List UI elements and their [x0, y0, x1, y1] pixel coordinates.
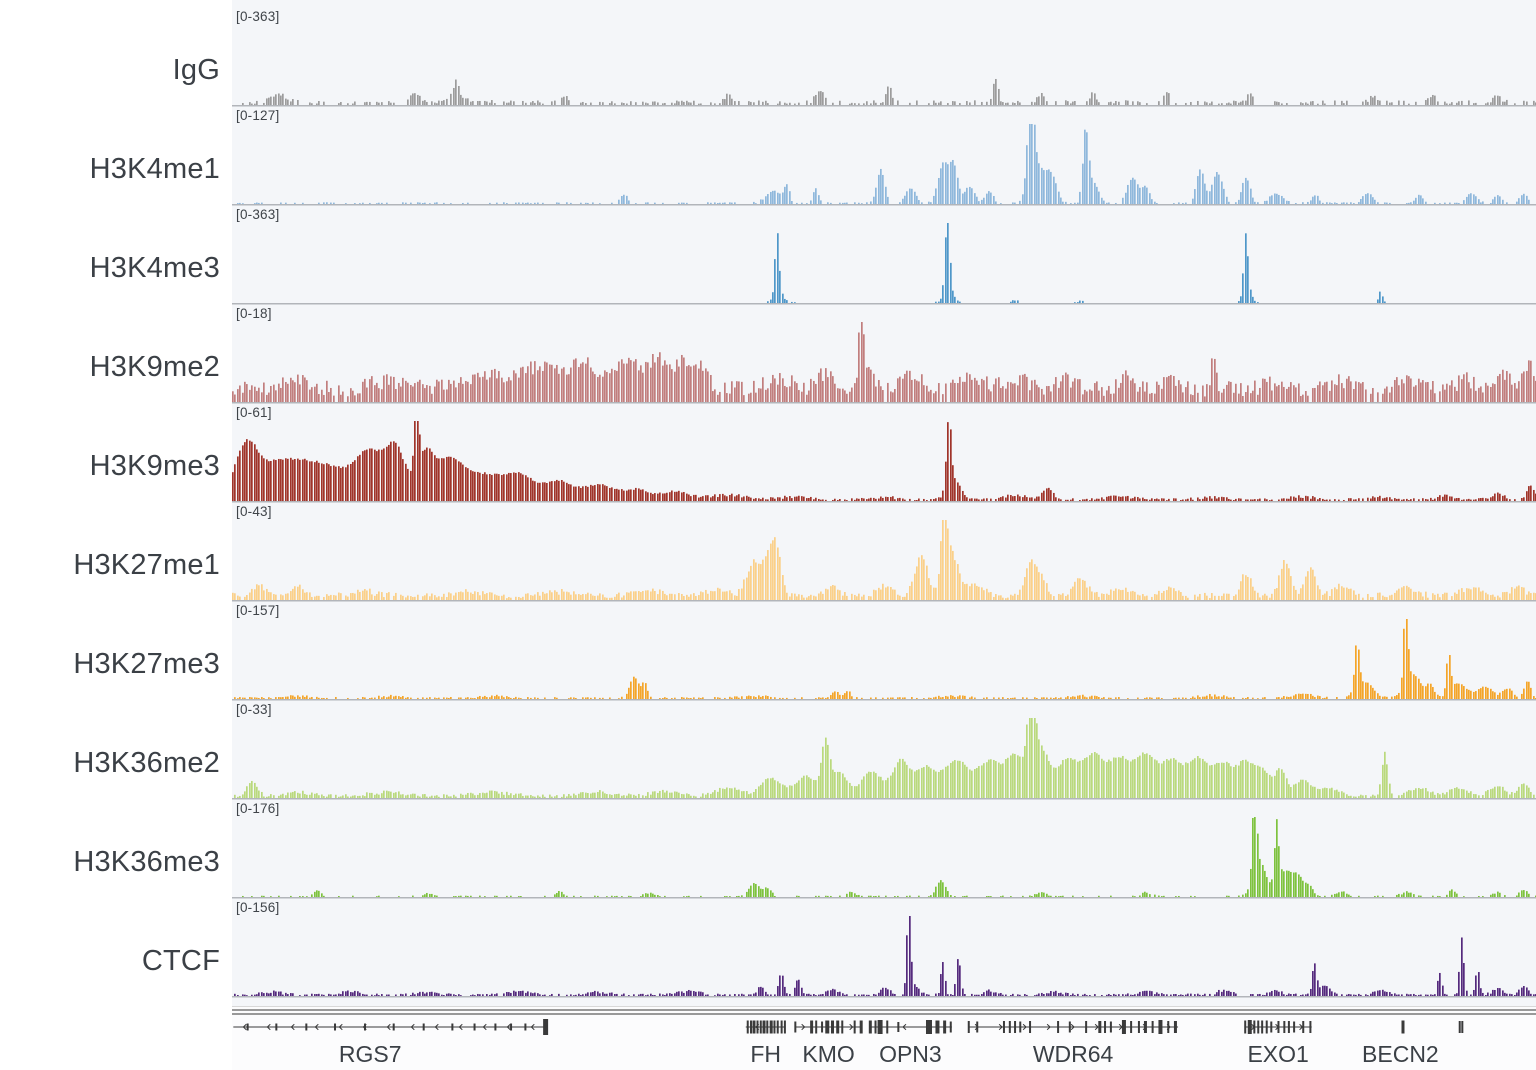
gene-label-becn2: BECN2 — [1362, 1041, 1439, 1067]
track-range-igg: [0-363] — [236, 9, 280, 24]
separator-line — [232, 1009, 1536, 1011]
track-label-h3k36me3[interactable]: H3K36me3 — [73, 846, 220, 878]
gene-label-exo1: EXO1 — [1247, 1041, 1309, 1067]
track-label-h3k27me3[interactable]: H3K27me3 — [73, 648, 220, 680]
track-label-igg[interactable]: IgG — [172, 54, 220, 86]
separator-line — [232, 1013, 1536, 1015]
gene-label-kmo: KMO — [802, 1041, 855, 1067]
separator-line — [232, 1006, 1536, 1007]
gene-label-wdr64: WDR64 — [1032, 1041, 1114, 1067]
gene-label-fh: FH — [750, 1041, 781, 1067]
track-label-h3k4me1[interactable]: H3K4me1 — [89, 153, 220, 185]
track-label-ctcf[interactable]: CTCF — [141, 945, 220, 977]
track-range-h3k27me1: [0-43] — [236, 504, 272, 519]
track-label-h3k9me2[interactable]: H3K9me2 — [89, 351, 220, 383]
gene-label-opn3: OPN3 — [879, 1041, 942, 1067]
gene-track-canvas[interactable] — [232, 1018, 1536, 1048]
track-range-h3k36me2: [0-33] — [236, 702, 272, 717]
track-label-h3k36me2[interactable]: H3K36me2 — [73, 747, 220, 779]
track-range-h3k36me3: [0-176] — [236, 801, 280, 816]
track-range-h3k27me3: [0-157] — [236, 603, 280, 618]
track-label-h3k9me3[interactable]: H3K9me3 — [89, 450, 220, 482]
track-range-h3k4me3: [0-363] — [236, 207, 280, 222]
track-range-h3k9me3: [0-61] — [236, 405, 272, 420]
track-range-h3k4me1: [0-127] — [236, 108, 280, 123]
track-label-h3k4me3[interactable]: H3K4me3 — [89, 252, 220, 284]
track-label-h3k27me1[interactable]: H3K27me1 — [73, 549, 220, 581]
track-range-ctcf: [0-156] — [236, 900, 280, 915]
gene-label-rgs7: RGS7 — [338, 1041, 402, 1067]
track-range-h3k9me2: [0-18] — [236, 306, 272, 321]
track-labels-column: IgG H3K4me1 H3K4me3 H3K9me2 H3K9me3 H3K27me1 H… — [0, 0, 226, 1007]
signal-tracks-canvas[interactable] — [232, 8, 1536, 998]
